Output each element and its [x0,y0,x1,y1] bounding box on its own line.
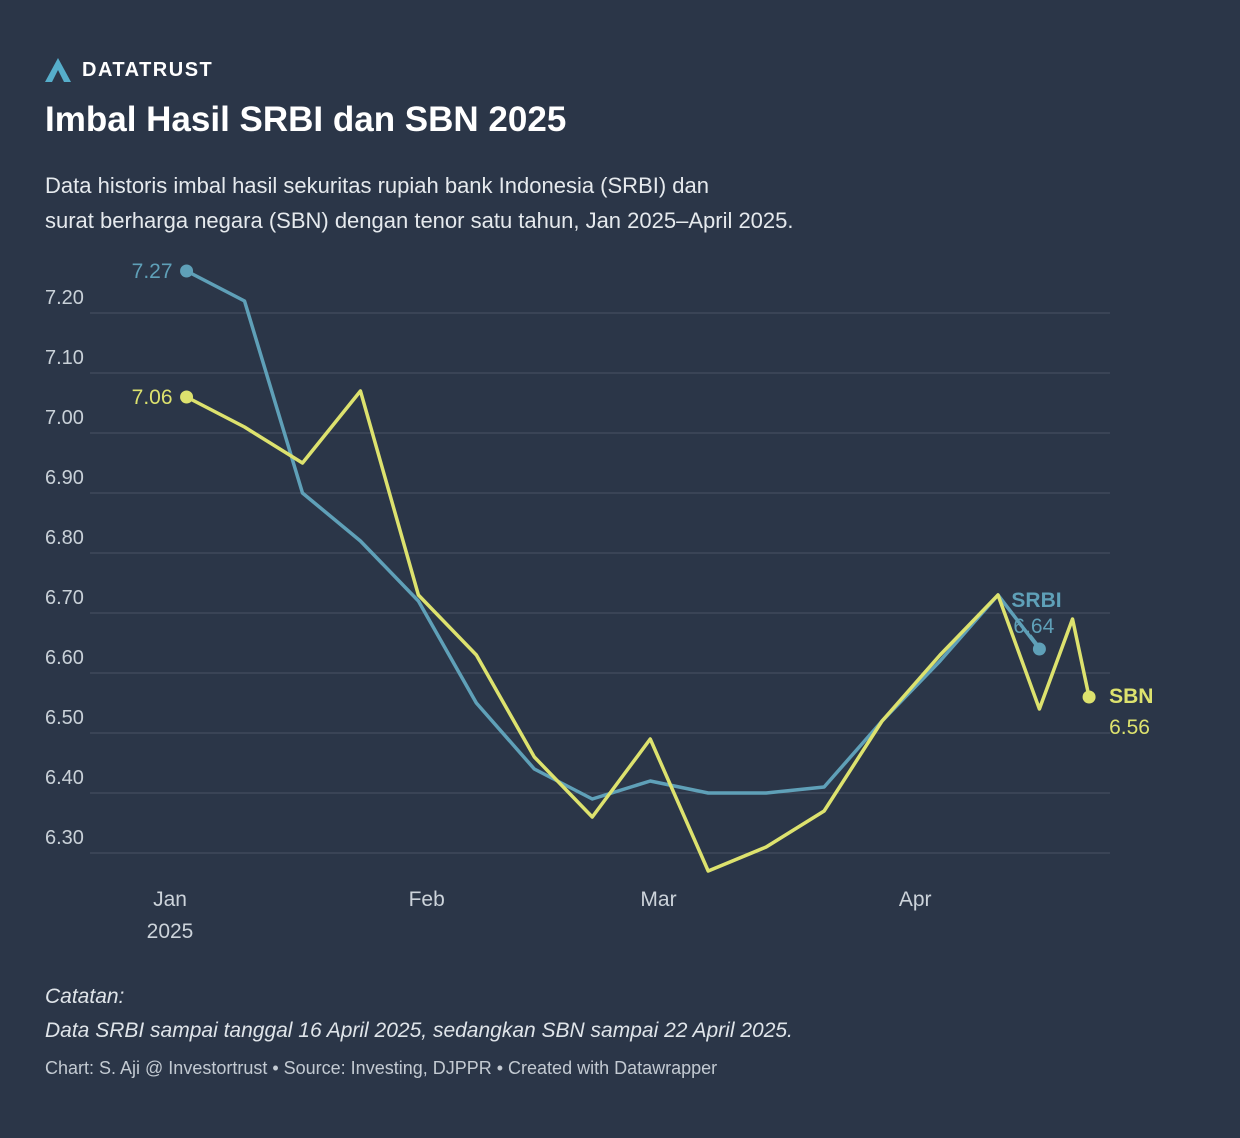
x-tick-label: Apr [899,888,932,911]
end-value-label-sbn: 6.56 [1109,716,1150,739]
start-value-label-sbn: 7.06 [132,386,173,409]
brand-name: DATATRUST [82,58,214,81]
x-tick-sublabel: 2025 [147,920,194,943]
series-name-label-srbi: SRBI [1011,589,1061,612]
end-point-sbn [1082,690,1096,704]
end-value-label-srbi: 6.64 [1013,615,1054,638]
notes-text: Data SRBI sampai tanggal 16 April 2025, … [45,1019,793,1042]
y-tick-label: 6.60 [45,647,84,669]
y-tick-label: 6.30 [45,827,84,849]
mountain-logo-icon [45,58,71,82]
y-tick-label: 7.00 [45,407,84,429]
start-point-sbn [180,390,194,404]
chart-footer: Chart: S. Aji @ Investortrust • Source: … [45,1058,718,1078]
y-tick-label: 7.20 [45,287,84,309]
y-tick-label: 7.10 [45,347,84,369]
x-tick-label: Mar [640,888,676,911]
series-name-label-sbn: SBN [1109,685,1153,708]
notes-label: Catatan: [45,985,125,1008]
y-tick-label: 6.90 [45,467,84,489]
subtitle-line-2: surat berharga negara (SBN) dengan tenor… [45,208,794,233]
y-tick-label: 6.70 [45,587,84,609]
x-tick-label: Jan [153,888,187,911]
chart-title: Imbal Hasil SRBI dan SBN 2025 [45,100,567,139]
series-line-sbn [184,389,1091,873]
brand-logo: DATATRUST [45,58,213,82]
y-tick-label: 6.40 [45,767,84,789]
x-tick-label: Feb [409,888,445,911]
start-point-srbi [180,264,194,278]
y-tick-label: 6.50 [45,707,84,729]
y-tick-label: 6.80 [45,527,84,549]
end-point-srbi [1032,642,1046,656]
series-line-srbi [184,269,1042,801]
chart-subtitle: Data historis imbal hasil sekuritas rupi… [45,168,794,238]
subtitle-line-1: Data historis imbal hasil sekuritas rupi… [45,173,709,198]
chart-notes: Catatan: Data SRBI sampai tanggal 16 Apr… [45,980,793,1048]
label-leader-line-srbi [1029,634,1039,645]
start-value-label-srbi: 7.27 [132,260,173,283]
